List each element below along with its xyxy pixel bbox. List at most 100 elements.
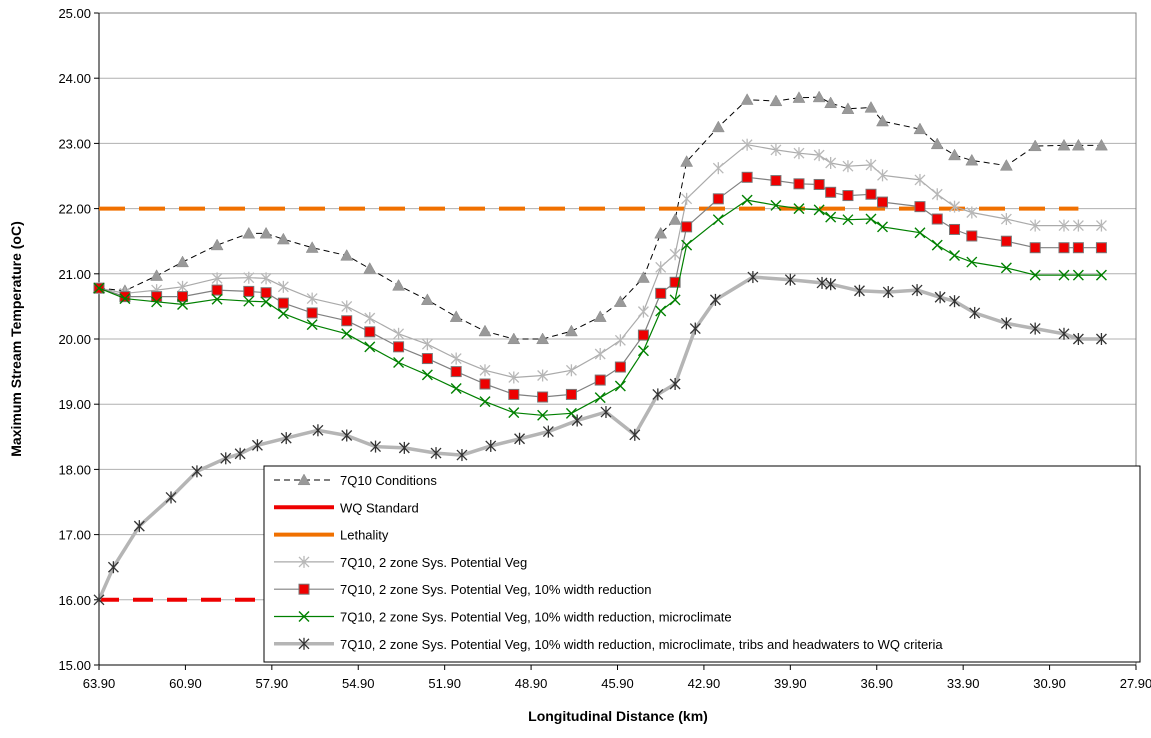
square-marker [298,583,310,595]
star-marker [669,248,681,261]
square-marker [1029,242,1041,254]
square-marker [966,230,978,242]
square-marker [341,315,353,327]
asterisk-marker [165,491,177,504]
star-marker [614,334,626,347]
square-marker [364,326,376,338]
x-tick-label: 57.90 [256,676,289,691]
x-marker [931,239,943,251]
triangle-marker [210,238,224,251]
x-marker [1058,269,1070,281]
star-marker [966,206,978,219]
x-tick-label: 39.90 [774,676,807,691]
triangle-marker [812,90,826,103]
square-marker [151,291,163,303]
y-tick-label: 21.00 [58,267,91,282]
triangle-marker [420,293,434,305]
square-marker [712,193,724,205]
square-marker [260,287,272,299]
asterisk-marker [251,439,263,452]
legend-label: 7Q10, 2 zone Sys. Potential Veg, 10% wid… [340,637,943,652]
legend-label: Lethality [340,528,389,543]
star-marker [770,143,782,156]
triangle-marker [876,114,889,127]
x-marker [949,250,961,262]
star-marker [813,149,825,162]
legend-item: 7Q10, 2 zone Sys. Potential Veg, 10% wid… [274,637,943,652]
star-marker [655,261,667,274]
legend-item: 7Q10, 2 zone Sys. Potential Veg, 10% wid… [274,610,732,625]
square-marker [450,366,462,378]
triangle-marker [680,155,694,167]
x-marker [966,256,978,268]
y-tick-label: 24.00 [58,71,91,86]
square-marker [741,171,753,183]
asterisk-marker [298,637,310,650]
star-marker [508,371,520,384]
asterisk-marker [949,295,960,308]
x-marker [594,392,606,404]
legend-label: 7Q10, 2 zone Sys. Potential Veg [340,555,527,570]
x-marker [508,407,520,419]
star-marker [741,138,753,151]
x-marker [681,239,693,251]
x-marker [450,383,462,395]
triangle-marker [637,271,650,283]
triangle-marker [392,279,406,291]
star-marker [450,352,462,365]
asterisk-marker [234,447,246,460]
triangle-marker [864,101,878,113]
x-marker [1072,269,1084,281]
y-tick-label: 18.00 [58,462,91,477]
asterisk-marker [825,278,837,291]
square-marker [1058,242,1070,254]
asterisk-marker [514,432,526,445]
star-marker [825,156,837,169]
x-marker [93,282,105,294]
square-marker [1095,242,1107,254]
triangle-marker [1057,138,1071,151]
asterisk-marker [1095,333,1107,345]
asterisk-marker [629,428,641,441]
asterisk-marker [934,291,946,304]
x-tick-label: 45.90 [601,676,634,691]
asterisk-marker [542,425,554,438]
x-marker [341,328,353,340]
square-marker [877,196,889,208]
star-marker [914,173,926,186]
y-tick-label: 23.00 [58,136,91,151]
star-marker [177,280,188,293]
y-tick-label: 25.00 [58,6,91,21]
asterisk-marker [93,593,105,606]
x-marker [914,227,926,239]
triangle-marker [536,332,550,345]
triangle-marker [654,226,668,239]
x-marker [243,295,255,307]
x-marker [306,319,318,331]
star-marker [1095,219,1107,232]
asterisk-marker [689,322,701,335]
square-marker [306,307,318,319]
triangle-marker [913,122,927,135]
asterisk-marker [430,447,442,460]
star-marker [712,162,724,175]
asterisk-marker [341,429,353,442]
square-marker [681,221,693,233]
triangle-marker [478,324,492,337]
y-tick-label: 17.00 [58,528,91,543]
square-marker [655,287,667,299]
asterisk-marker [784,273,796,286]
square-marker [594,374,606,386]
asterisk-marker [133,520,145,533]
square-marker [421,353,433,365]
star-marker [260,272,272,285]
x-axis-title: Longitudinal Distance (km) [528,708,708,724]
asterisk-marker [747,271,759,284]
x-marker [479,396,491,408]
x-marker [298,611,310,622]
x-marker [421,369,433,381]
star-marker [1029,219,1041,232]
x-marker [825,211,837,223]
asterisk-marker [107,561,119,574]
x-marker [865,213,877,225]
